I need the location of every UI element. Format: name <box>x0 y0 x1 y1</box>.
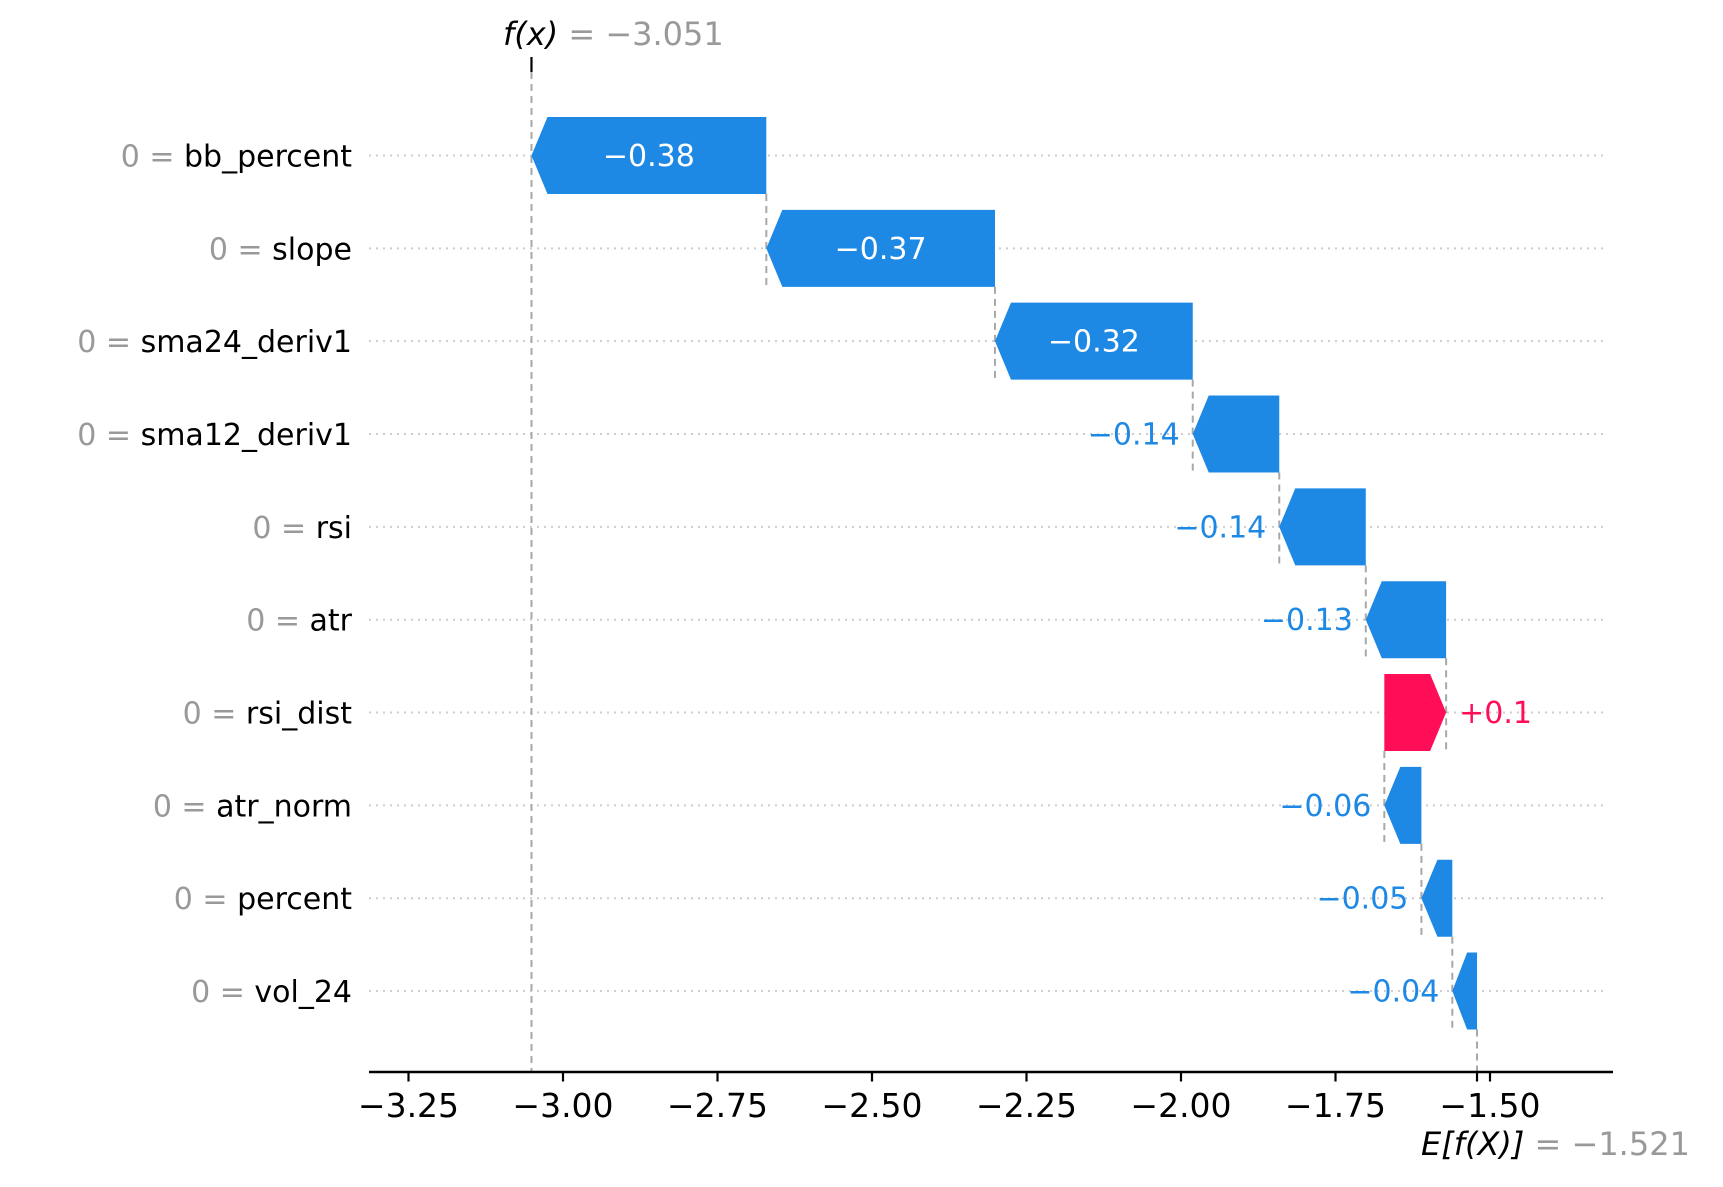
bar-slope <box>766 209 995 287</box>
bar-atr_norm <box>1384 766 1422 844</box>
x-tick-label: −2.75 <box>667 1086 768 1125</box>
base-annotation-value: = −1.521 <box>1535 1125 1690 1163</box>
feature-label-sma24_deriv1: 0 = sma24_deriv1 <box>77 325 352 360</box>
feature-label-bb_percent: 0 = bb_percent <box>121 139 353 174</box>
feature-labels-layer: 0 = bb_percent 0 = slope 0 = sma24_deriv1 0… <box>77 139 352 1010</box>
bar-sma24_deriv1 <box>994 302 1193 380</box>
x-tick-label: −2.00 <box>1130 1086 1231 1125</box>
fx-annotation-name: f(x) <box>503 15 558 53</box>
connector-lines-layer <box>530 72 1479 1072</box>
x-tick-label: −3.00 <box>512 1086 613 1125</box>
feature-label-vol_24: 0 = vol_24 <box>191 975 352 1010</box>
bars-layer <box>531 117 1478 1030</box>
x-tick-label: −1.75 <box>1285 1086 1386 1125</box>
bar-value-label: +0.1 <box>1459 696 1532 731</box>
feature-label-sma12_deriv1: 0 = sma12_deriv1 <box>77 418 352 453</box>
feature-label-rsi_dist: 0 = rsi_dist <box>183 696 353 731</box>
bar-value-labels-layer: −0.38 −0.37 −0.32 −0.14 −0.14 −0.13 +0.1 −0.06 −… <box>603 139 1532 1010</box>
bar-value-label: −0.06 <box>1279 789 1371 824</box>
feature-label-percent: 0 = percent <box>174 882 352 917</box>
feature-label-rsi: 0 = rsi <box>252 510 352 545</box>
bar-rsi_dist <box>1384 674 1447 752</box>
x-tick-label: −2.25 <box>976 1086 1077 1125</box>
bar-value-label: −0.38 <box>603 139 695 174</box>
bar-value-label: −0.37 <box>835 232 927 267</box>
bar-vol_24 <box>1452 952 1478 1030</box>
bar-value-label: −0.32 <box>1048 325 1140 360</box>
bar-atr <box>1365 581 1447 659</box>
bar-value-label: −0.05 <box>1316 882 1408 917</box>
base-value-annotation: E[f(X)] = −1.521 <box>1421 1125 1690 1163</box>
x-tick-label: −2.50 <box>821 1086 922 1125</box>
x-tick-label: −3.25 <box>358 1086 459 1125</box>
base-annotation-name: E[f(X)] <box>1421 1125 1524 1163</box>
feature-label-atr: 0 = atr <box>246 603 352 638</box>
fx-annotation: f(x) = −3.051 <box>503 15 724 53</box>
bar-bb_percent <box>531 117 767 194</box>
feature-label-atr_norm: 0 = atr_norm <box>153 789 352 824</box>
bar-sma12_deriv1 <box>1192 395 1280 473</box>
bar-rsi <box>1279 488 1366 566</box>
x-axis-layer: −3.25 −3.00 −2.75 −2.50 −2.25 −2.00 −1.75 −1.50 <box>358 57 1613 1125</box>
bar-percent <box>1421 859 1453 937</box>
feature-label-slope: 0 = slope <box>209 232 352 267</box>
fx-annotation-value: = −3.051 <box>568 15 723 53</box>
bar-value-label: −0.14 <box>1174 510 1266 545</box>
x-tick-label: −1.50 <box>1439 1086 1540 1125</box>
bar-value-label: −0.04 <box>1347 975 1439 1010</box>
bar-value-label: −0.13 <box>1261 603 1353 638</box>
bar-value-label: −0.14 <box>1088 418 1180 453</box>
